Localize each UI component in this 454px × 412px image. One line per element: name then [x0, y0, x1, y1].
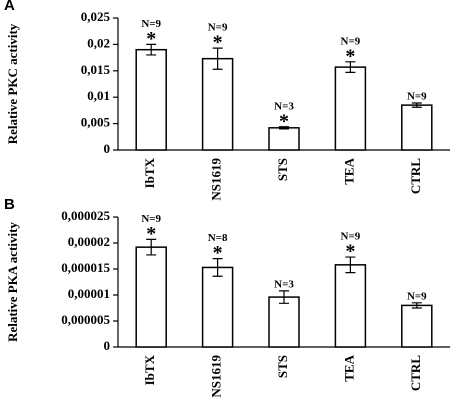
- significance-star: *: [345, 241, 355, 263]
- significance-star: *: [146, 28, 156, 50]
- n-label: N=9: [141, 213, 161, 225]
- bar: [401, 104, 433, 151]
- bar: [401, 304, 433, 348]
- y-tick-label: 0,015: [81, 62, 111, 77]
- significance-star: *: [345, 45, 355, 67]
- y-tick-label: 0,00002: [68, 234, 110, 249]
- n-label: N=9: [341, 231, 361, 243]
- x-tick-label: CTRL: [408, 158, 423, 194]
- n-label: N=3: [274, 278, 294, 290]
- x-tick-label: TEA: [341, 157, 356, 184]
- error-bar: [345, 61, 356, 73]
- x-tick-label: CTRL: [408, 355, 423, 391]
- x-tick-label: TEA: [341, 354, 356, 381]
- bar: [201, 57, 234, 151]
- n-label: N=9: [141, 18, 161, 30]
- significance-star: *: [146, 223, 156, 245]
- error-bar: [212, 258, 223, 277]
- significance-star: *: [279, 110, 289, 132]
- bar: [334, 264, 367, 348]
- bar: [201, 266, 234, 348]
- x-tick-label: NS1619: [209, 355, 224, 398]
- x-tick-label: STS: [275, 355, 290, 378]
- x-tick-label: IbTX: [142, 157, 157, 188]
- bar: [334, 66, 367, 151]
- x-tick-label: STS: [275, 158, 290, 181]
- y-tick-label: 0: [104, 338, 111, 353]
- error-bar: [212, 47, 223, 70]
- n-label: N=9: [407, 91, 427, 103]
- y-tick-label: 0,025: [81, 9, 111, 24]
- y-axis-label: Relative PKC activity: [5, 23, 20, 144]
- error-bar: [146, 43, 157, 56]
- n-label: N=8: [208, 232, 228, 244]
- bar: [135, 48, 167, 151]
- error-bar: [411, 102, 422, 108]
- significance-star: *: [213, 32, 223, 54]
- n-label: N=9: [407, 290, 427, 302]
- panel-label: B: [4, 196, 15, 213]
- y-axis-label: Relative PKA activity: [5, 222, 20, 342]
- y-tick-label: 0,000025: [61, 208, 110, 223]
- y-tick-label: 0,00001: [68, 286, 110, 301]
- bar: [135, 246, 167, 348]
- panel-label: A: [4, 0, 15, 14]
- y-tick-label: 0: [104, 141, 111, 156]
- error-bar: [345, 256, 356, 274]
- n-label: N=9: [341, 35, 361, 47]
- bar: [268, 296, 300, 348]
- x-tick-label: IbTX: [142, 354, 157, 385]
- error-bar: [279, 126, 289, 130]
- y-tick-label: 0,000015: [61, 260, 110, 275]
- y-tick-label: 0,005: [81, 115, 111, 130]
- error-bar: [146, 238, 157, 256]
- y-tick-label: 0,000005: [61, 312, 110, 327]
- y-tick-label: 0,01: [87, 88, 110, 103]
- x-tick-label: NS1619: [209, 158, 224, 201]
- error-bar: [411, 302, 422, 309]
- n-label: N=9: [208, 22, 228, 34]
- significance-star: *: [213, 242, 223, 264]
- error-bar: [279, 290, 289, 304]
- n-label: N=3: [274, 100, 294, 112]
- y-tick-label: 0,02: [87, 35, 110, 50]
